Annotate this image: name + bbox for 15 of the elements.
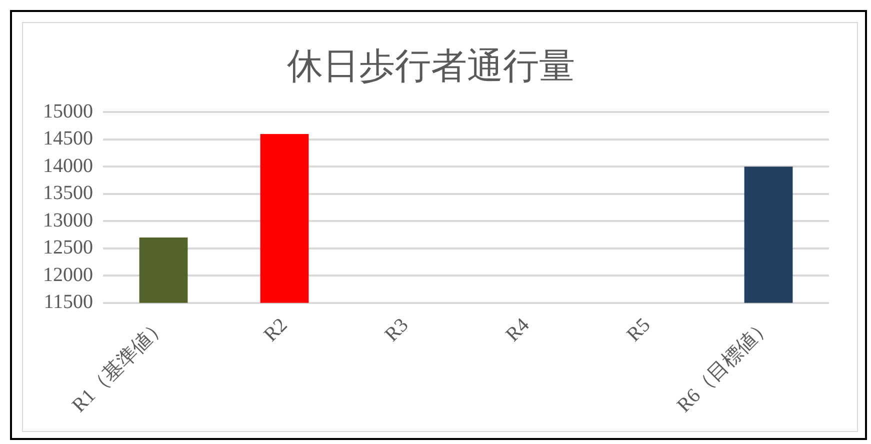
x-tick-label: R2 bbox=[260, 314, 292, 346]
x-tick-label: R3 bbox=[380, 314, 413, 346]
x-tick-label: R6（目標値） bbox=[672, 314, 776, 417]
y-tick-label: 12000 bbox=[43, 264, 93, 286]
y-tick-label: 15000 bbox=[43, 100, 93, 122]
y-tick-label: 12500 bbox=[43, 236, 93, 259]
x-tick-label: R4 bbox=[502, 314, 534, 346]
y-tick-label: 14000 bbox=[43, 154, 93, 177]
x-tick-label: R5 bbox=[622, 314, 655, 346]
x-tick-label: R1（基準値） bbox=[68, 314, 171, 417]
y-tick-label: 11500 bbox=[44, 291, 93, 314]
y-tick-label: 13500 bbox=[43, 182, 93, 204]
y-tick-label: 13000 bbox=[43, 209, 93, 232]
chart-title: 休日歩行者通行量 bbox=[287, 46, 575, 86]
y-tick-label: 14500 bbox=[43, 128, 93, 150]
